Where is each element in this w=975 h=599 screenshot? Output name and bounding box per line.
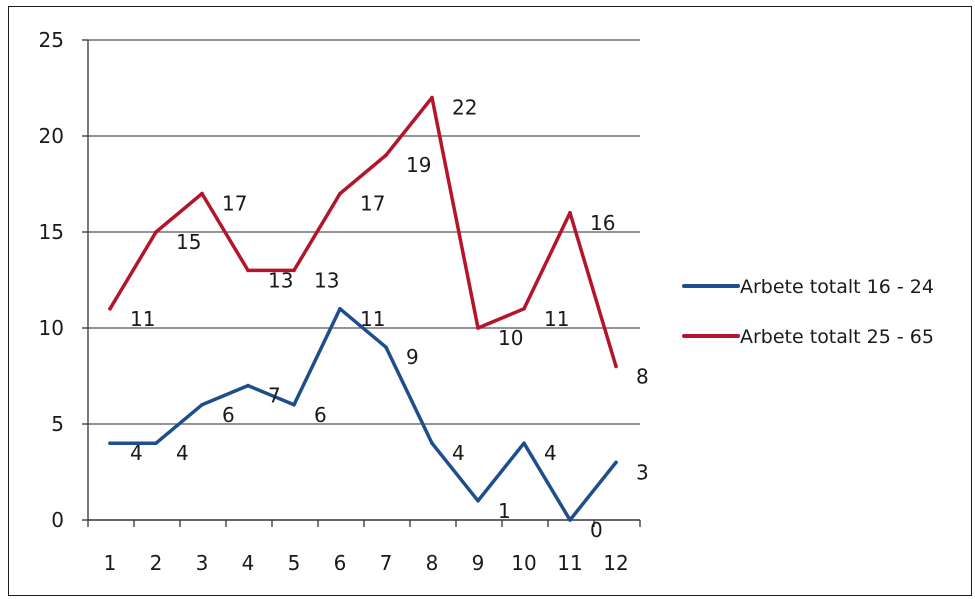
- x-tick-label: 4: [242, 551, 255, 575]
- data-label: 11: [130, 307, 155, 331]
- data-point: [522, 307, 526, 311]
- data-label: 4: [130, 441, 143, 465]
- data-label: 15: [176, 230, 201, 254]
- data-point: [476, 499, 480, 503]
- data-label: 6: [222, 403, 235, 427]
- data-label: 9: [406, 345, 419, 369]
- data-label: 4: [176, 441, 189, 465]
- data-point: [154, 230, 158, 234]
- data-point: [292, 403, 296, 407]
- data-point: [614, 460, 618, 465]
- x-tick-label: 1: [104, 551, 117, 575]
- legend-label: Arbete totalt 25 - 65: [740, 326, 934, 348]
- data-label: 11: [360, 307, 385, 331]
- data-point: [108, 441, 112, 446]
- data-label: 4: [452, 441, 465, 465]
- data-point: [522, 441, 526, 446]
- x-tick-label: 8: [426, 551, 439, 575]
- data-label: 11: [544, 307, 569, 331]
- y-tick-label: 0: [51, 508, 64, 532]
- data-label: 10: [498, 326, 523, 350]
- series-lines: [108, 95, 618, 522]
- data-point: [568, 518, 572, 522]
- data-point: [154, 441, 158, 446]
- data-point: [338, 191, 342, 196]
- data-label: 8: [636, 364, 649, 388]
- x-tick-label: 12: [603, 551, 628, 575]
- data-label: 22: [452, 96, 477, 120]
- y-tick-label: 25: [39, 28, 64, 52]
- data-point: [568, 211, 572, 215]
- gridlines: [88, 39, 640, 425]
- data-label: 13: [314, 268, 339, 292]
- data-point: [430, 95, 434, 100]
- series-line-1: [108, 307, 618, 522]
- data-point: [108, 307, 112, 311]
- data-point: [614, 364, 618, 369]
- y-tick-label: 15: [39, 220, 64, 244]
- legend: Arbete totalt 16 - 24 Arbete totalt 25 - …: [682, 276, 934, 348]
- data-label: 13: [268, 268, 293, 292]
- data-label: 1: [498, 499, 511, 523]
- data-point: [476, 326, 480, 330]
- data-point: [200, 191, 204, 196]
- x-tick-label: 9: [472, 551, 485, 575]
- x-tick-label: 3: [196, 551, 209, 575]
- x-tick-label: 2: [150, 551, 163, 575]
- data-point: [246, 268, 250, 273]
- x-tick-label: 7: [380, 551, 393, 575]
- data-labels: 4 4 6 7 6 11 9 4 1 4 0 3 11 15 17 13 13 17 19 22 10 11 16 8: [130, 96, 649, 542]
- data-point: [430, 441, 434, 446]
- data-label: 17: [360, 192, 385, 216]
- data-point: [246, 383, 250, 388]
- data-label: 0: [590, 518, 603, 542]
- data-label: 3: [636, 460, 649, 484]
- x-tick-label: 10: [511, 551, 536, 575]
- data-label: 17: [222, 192, 247, 216]
- series-line-2: [108, 95, 618, 369]
- data-point: [292, 268, 296, 273]
- x-tick-label: 11: [557, 551, 582, 575]
- data-point: [384, 153, 388, 157]
- data-point: [200, 403, 204, 407]
- y-tick-label: 10: [39, 316, 64, 340]
- x-tick-label: 5: [288, 551, 301, 575]
- data-label: 6: [314, 403, 327, 427]
- data-label: 19: [406, 153, 431, 177]
- x-tick-label: 6: [334, 551, 347, 575]
- data-label: 4: [544, 441, 557, 465]
- data-label: 16: [590, 211, 615, 235]
- data-point: [338, 307, 342, 311]
- y-tick-label: 20: [39, 124, 64, 148]
- data-point: [384, 345, 388, 350]
- chart-frame: [8, 6, 972, 596]
- legend-label: Arbete totalt 16 - 24: [740, 276, 934, 298]
- y-tick-label: 5: [51, 412, 64, 436]
- data-label: 7: [268, 384, 281, 408]
